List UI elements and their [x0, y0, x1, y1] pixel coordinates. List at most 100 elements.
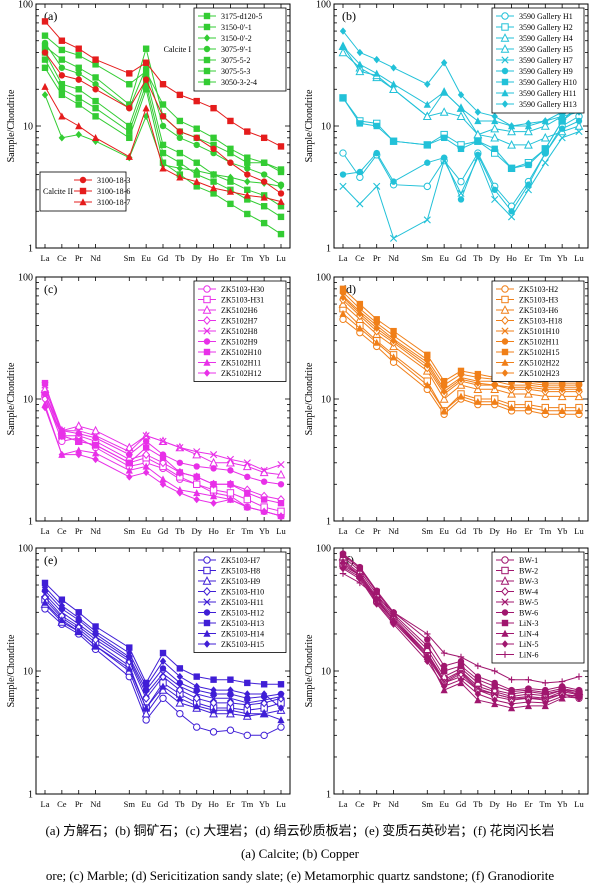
- data-point: [58, 601, 66, 610]
- data-point: [75, 76, 82, 83]
- x-tick-label: Tm: [241, 799, 253, 809]
- ree-pattern-figure: 1 10 100 La Ce Pr Nd Sm Eu Gd Tb Dy Ho Er Tm Yb Lu Sample…: [6, 0, 589, 809]
- data-point: [210, 676, 217, 683]
- data-point: [339, 570, 347, 577]
- legend-group-label: Calcite I: [164, 45, 192, 54]
- chart-panel-f: 1 10 100 La Ce Pr Nd Sm Eu Gd Tb Dy Ho Er Tm Yb Lu Sample…: [304, 544, 589, 809]
- data-point: [491, 145, 498, 153]
- x-tick-label: Sm: [124, 799, 136, 809]
- data-point: [491, 696, 498, 704]
- data-point: [227, 145, 234, 153]
- y-tick-label: 1: [326, 244, 331, 255]
- data-point: [456, 111, 466, 121]
- data-point: [58, 450, 66, 459]
- data-point: [203, 369, 211, 377]
- data-point: [227, 159, 234, 166]
- y-tick-label: 10: [23, 667, 33, 678]
- x-tick-label: Gd: [158, 799, 169, 809]
- data-point: [457, 675, 465, 684]
- data-point: [75, 70, 82, 77]
- data-point: [540, 121, 550, 130]
- data-point: [210, 171, 217, 178]
- data-point: [142, 45, 150, 52]
- data-point: [159, 454, 167, 461]
- data-point: [210, 499, 217, 507]
- data-point: [92, 441, 99, 449]
- data-point: [92, 81, 99, 88]
- data-point: [508, 700, 515, 708]
- data-point: [501, 587, 509, 596]
- panel-label: (b): [342, 9, 356, 23]
- data-point: [159, 475, 167, 483]
- legend-entry: 3150-0'-1: [221, 23, 252, 32]
- data-point: [159, 81, 167, 88]
- data-point: [491, 683, 498, 690]
- data-point: [260, 466, 268, 474]
- x-tick-label: Nd: [90, 526, 101, 536]
- data-point: [244, 154, 251, 161]
- x-tick-label: La: [339, 253, 348, 263]
- data-point: [501, 78, 509, 86]
- series-line: [342, 560, 580, 709]
- data-point: [203, 67, 211, 75]
- data-point: [92, 623, 99, 630]
- data-point: [193, 141, 200, 149]
- data-point: [126, 134, 133, 142]
- x-tick-label: Lu: [574, 799, 584, 809]
- data-point: [192, 449, 202, 459]
- data-point: [202, 576, 212, 585]
- data-point: [542, 699, 549, 707]
- data-point: [424, 636, 431, 643]
- legend-entry: BW-3: [519, 577, 538, 586]
- x-tick-label: La: [41, 526, 50, 536]
- data-point: [41, 43, 49, 50]
- data-point: [244, 489, 251, 497]
- legend-entry: 3590 Gallery H10: [519, 78, 577, 87]
- legend-entry: 3075-9'-1: [221, 45, 252, 54]
- data-point: [424, 141, 431, 149]
- data-point: [260, 496, 268, 503]
- data-point: [159, 122, 167, 130]
- data-point: [339, 171, 347, 178]
- data-point: [508, 165, 515, 172]
- x-tick-label: La: [339, 799, 348, 809]
- data-point: [540, 132, 550, 142]
- y-tick-label: 1: [326, 790, 331, 801]
- data-point: [159, 159, 167, 166]
- y-axis-label: Sample/Chondrite: [304, 362, 315, 435]
- data-point: [193, 682, 200, 691]
- x-tick-label: Sm: [422, 526, 434, 536]
- x-tick-label: Gd: [158, 526, 169, 536]
- data-point: [176, 489, 184, 497]
- data-point: [260, 171, 268, 178]
- data-point: [491, 381, 498, 389]
- x-tick-label: Sm: [124, 253, 136, 263]
- data-point: [457, 392, 465, 400]
- data-point: [243, 709, 251, 717]
- data-point: [373, 338, 381, 346]
- data-point: [507, 403, 516, 411]
- data-point: [575, 379, 583, 387]
- data-point: [209, 706, 218, 714]
- data-point: [142, 104, 150, 112]
- data-point: [260, 507, 268, 516]
- series-line: [342, 120, 580, 213]
- data-point: [440, 387, 448, 396]
- data-point: [227, 467, 234, 474]
- legend-entry: ZK5103-H9: [221, 577, 260, 586]
- data-point: [193, 723, 201, 731]
- data-point: [339, 551, 347, 559]
- data-point: [390, 620, 397, 628]
- data-point: [58, 91, 66, 99]
- data-point: [440, 649, 448, 657]
- legend-entry: ZK5102H6: [221, 306, 257, 315]
- data-point: [91, 134, 100, 142]
- data-point: [91, 425, 100, 435]
- data-point: [203, 640, 211, 648]
- data-point: [277, 499, 285, 507]
- data-point: [524, 692, 533, 701]
- legend-entry: ZK5103-H2: [519, 285, 558, 294]
- data-point: [159, 164, 167, 172]
- data-point: [260, 193, 268, 201]
- x-tick-label: Ho: [208, 253, 218, 263]
